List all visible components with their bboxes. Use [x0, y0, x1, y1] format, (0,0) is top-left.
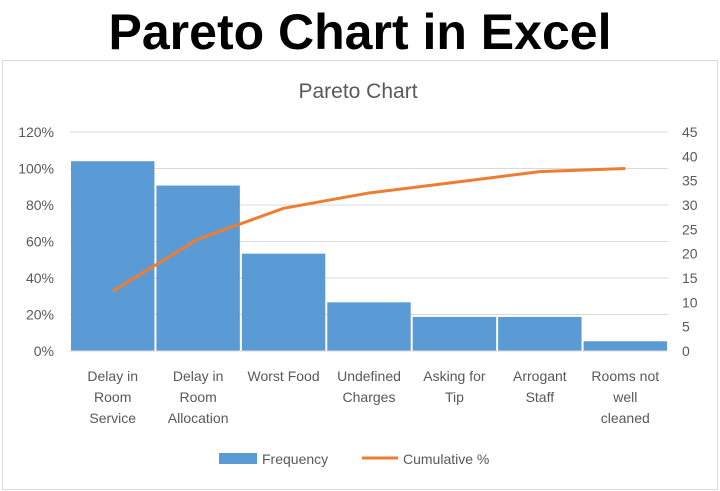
category-label: Delay in — [173, 368, 224, 384]
category-label: Worst Food — [248, 368, 320, 384]
bar-0 — [71, 161, 155, 351]
bar-6 — [583, 341, 667, 351]
category-label: Service — [89, 410, 136, 426]
left-tick-label: 40% — [26, 270, 54, 286]
right-tick-label: 40 — [682, 148, 698, 164]
legend-swatch-frequency — [219, 453, 257, 464]
right-tick-label: 15 — [682, 270, 698, 286]
right-tick-label: 25 — [682, 221, 698, 237]
legend-label-frequency: Frequency — [262, 451, 328, 467]
category-label: cleaned — [601, 410, 650, 426]
category-label: Undefined — [337, 368, 401, 384]
bar-5 — [498, 316, 582, 351]
right-tick-label: 35 — [682, 173, 698, 189]
bar-4 — [412, 316, 497, 351]
legend-label-cumulative: Cumulative % — [403, 451, 489, 467]
category-label: Allocation — [168, 410, 229, 426]
left-tick-label: 60% — [26, 234, 54, 250]
right-tick-label: 5 — [682, 319, 690, 335]
category-label: Room — [179, 389, 216, 405]
category-label: well — [612, 389, 637, 405]
right-tick-label: 0 — [682, 343, 690, 359]
category-label: Tip — [445, 389, 464, 405]
page-heading: Pareto Chart in Excel — [108, 4, 612, 60]
category-label: Delay in — [87, 368, 138, 384]
category-label: Arrogant — [513, 368, 567, 384]
left-tick-label: 80% — [26, 197, 54, 213]
left-tick-label: 0% — [34, 343, 54, 359]
left-tick-label: 120% — [18, 124, 54, 140]
left-tick-label: 100% — [18, 161, 54, 177]
right-tick-label: 30 — [682, 197, 698, 213]
right-tick-label: 45 — [682, 124, 698, 140]
bar-1 — [156, 185, 240, 351]
chart-title: Pareto Chart — [298, 80, 417, 103]
category-label: Room — [94, 389, 131, 405]
bar-2 — [241, 253, 326, 351]
left-tick-label: 20% — [26, 307, 54, 323]
right-tick-label: 10 — [682, 294, 698, 310]
category-label: Staff — [526, 389, 555, 405]
category-label: Charges — [343, 389, 396, 405]
bar-3 — [327, 302, 411, 351]
category-label: Asking for — [423, 368, 486, 384]
category-label: Rooms not — [591, 368, 659, 384]
right-tick-label: 20 — [682, 246, 698, 262]
